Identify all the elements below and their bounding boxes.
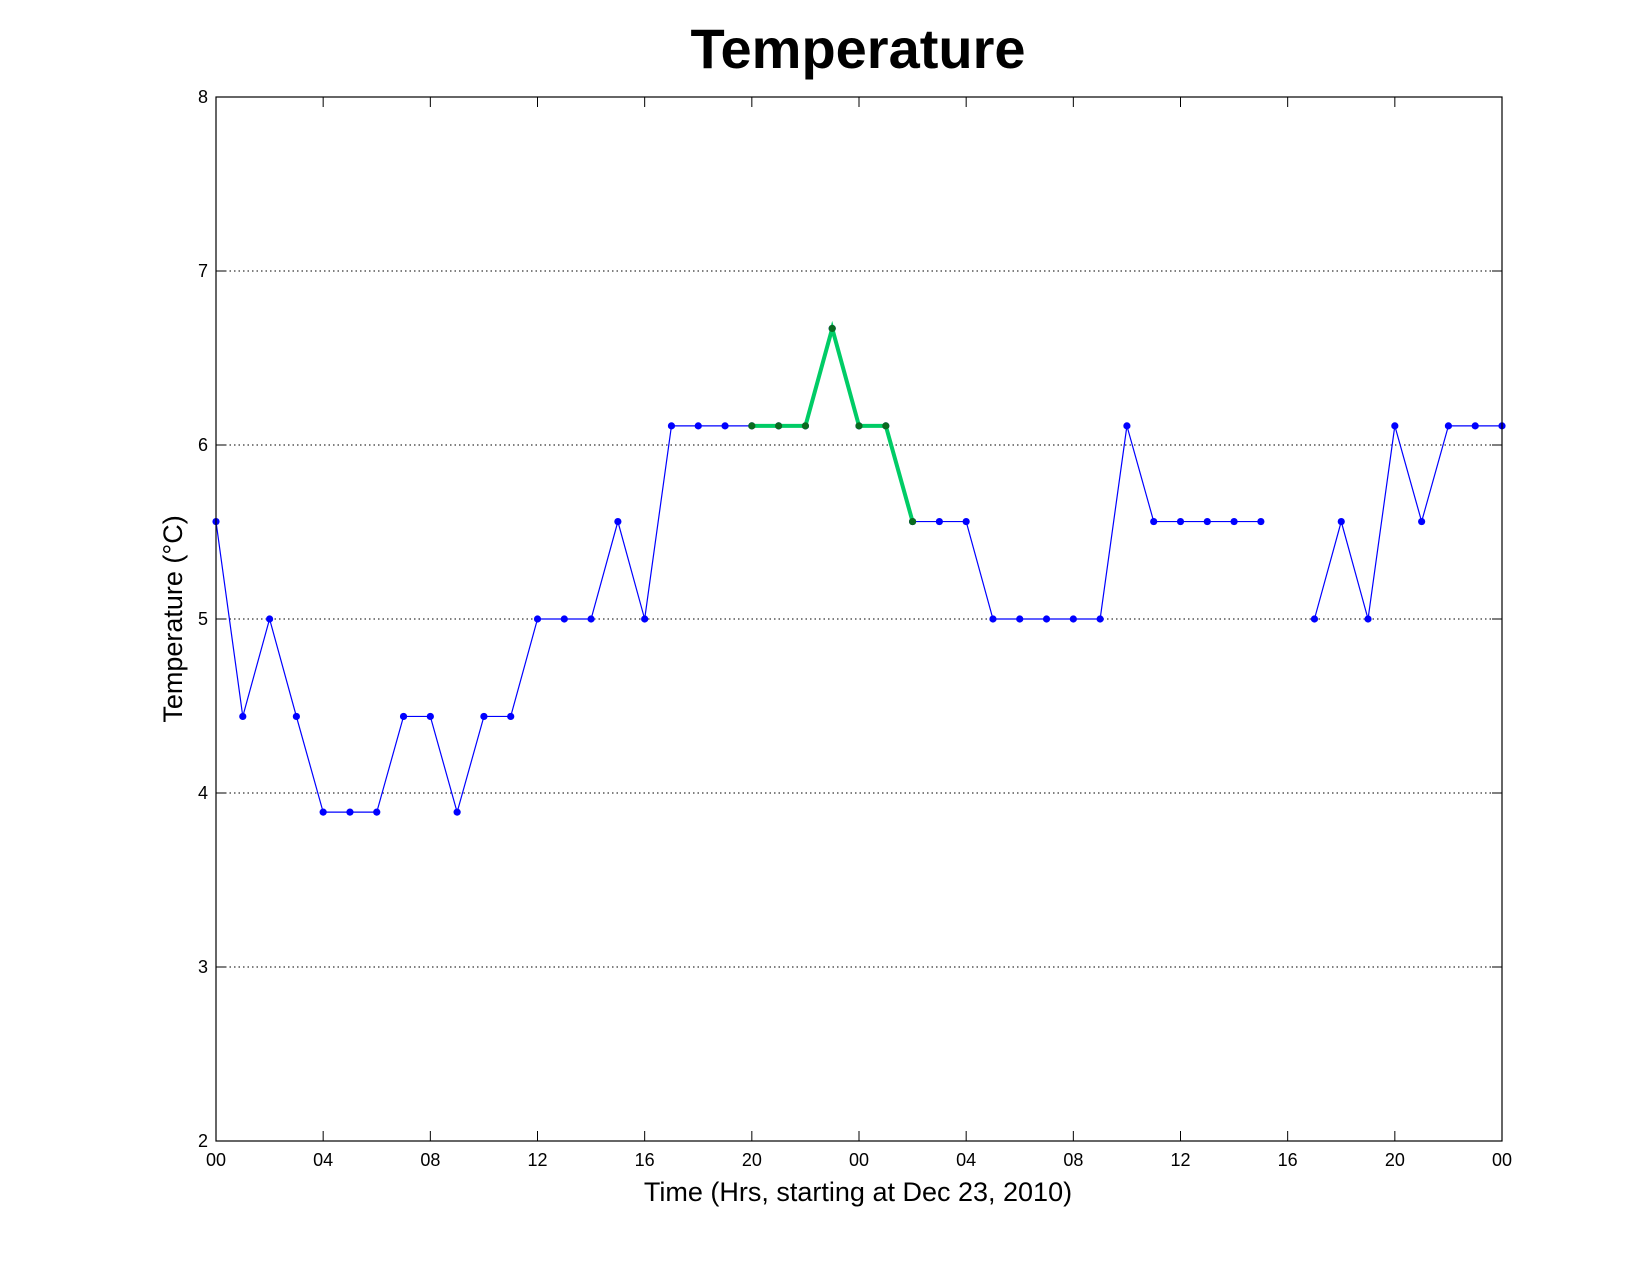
data-point	[319, 808, 327, 816]
data-point	[1096, 615, 1104, 623]
y-tick-label: 6	[198, 435, 208, 455]
data-point	[373, 808, 381, 816]
highlight-data-point	[908, 517, 917, 526]
data-point	[1042, 615, 1051, 623]
x-tick-label: 12	[527, 1150, 547, 1170]
data-point	[1230, 517, 1238, 526]
data-point	[1337, 517, 1345, 526]
chart-title: Temperature	[690, 17, 1025, 80]
highlight-data-point	[775, 422, 783, 430]
data-point	[1257, 517, 1265, 526]
data-point	[1203, 517, 1211, 526]
y-axis-label: Temperature (°C)	[158, 515, 188, 722]
y-tick-label: 8	[198, 87, 208, 107]
data-point	[1069, 615, 1077, 623]
data-point	[426, 712, 434, 721]
data-point	[399, 712, 408, 721]
x-tick-label: 08	[1063, 1150, 1083, 1170]
data-point	[292, 712, 300, 721]
x-axis-label: Time (Hrs, starting at Dec 23, 2010)	[644, 1177, 1072, 1207]
x-tick-label: 00	[206, 1150, 226, 1170]
plot-frame	[215, 96, 1503, 1142]
data-point	[1176, 517, 1185, 526]
data-point	[962, 517, 970, 526]
x-tick-label: 16	[1278, 1150, 1298, 1170]
axis-ticks: 2 3 4 5 6 7 8 00 04 08 12 16 20 00 04 08 12 16 20 00	[198, 87, 1512, 1170]
highlight-data-point	[801, 422, 810, 430]
data-point	[1391, 422, 1399, 430]
highlight-data-point	[882, 422, 890, 430]
data-point	[1364, 615, 1372, 623]
y-tick-label: 2	[198, 1131, 208, 1151]
x-tick-label: 16	[635, 1150, 655, 1170]
x-tick-label: 20	[1385, 1150, 1405, 1170]
temperature-series-line	[1313, 425, 1502, 620]
highlight-data-point	[855, 422, 863, 430]
data-point	[614, 517, 622, 526]
data-point	[560, 615, 568, 623]
data-point	[587, 615, 595, 623]
data-point	[265, 615, 274, 623]
temperature-series-line	[215, 326, 1261, 815]
data-point	[507, 712, 515, 721]
y-tick-label: 4	[198, 783, 208, 803]
x-tick-label: 20	[742, 1150, 762, 1170]
data-point	[935, 517, 943, 526]
data-point	[667, 422, 676, 430]
grid-lines	[216, 270, 1502, 968]
data-point	[721, 422, 729, 430]
x-tick-label: 00	[849, 1150, 869, 1170]
data-point	[1016, 615, 1024, 623]
data-point	[480, 712, 488, 721]
x-tick-label: 04	[956, 1150, 976, 1170]
highlight-data-point	[828, 324, 836, 333]
data-point	[1418, 517, 1426, 526]
data-point	[1471, 422, 1479, 430]
data-point	[694, 422, 702, 430]
data-point	[453, 808, 461, 816]
x-tick-label: 12	[1170, 1150, 1190, 1170]
data-point	[1310, 615, 1319, 623]
x-tick-label: 00	[1492, 1150, 1512, 1170]
series-layer	[212, 320, 1506, 816]
x-tick-label: 04	[313, 1150, 333, 1170]
data-point	[346, 808, 354, 816]
data-point	[1123, 422, 1131, 430]
data-point	[989, 615, 997, 623]
data-point	[1444, 422, 1453, 430]
data-point	[533, 615, 542, 623]
data-point	[1150, 517, 1158, 526]
y-tick-label: 5	[198, 609, 208, 629]
y-tick-label: 7	[198, 261, 208, 281]
x-tick-label: 08	[420, 1150, 440, 1170]
data-point	[641, 615, 649, 623]
highlight-data-point	[748, 422, 756, 430]
y-tick-label: 3	[198, 957, 208, 977]
data-point	[239, 712, 247, 721]
